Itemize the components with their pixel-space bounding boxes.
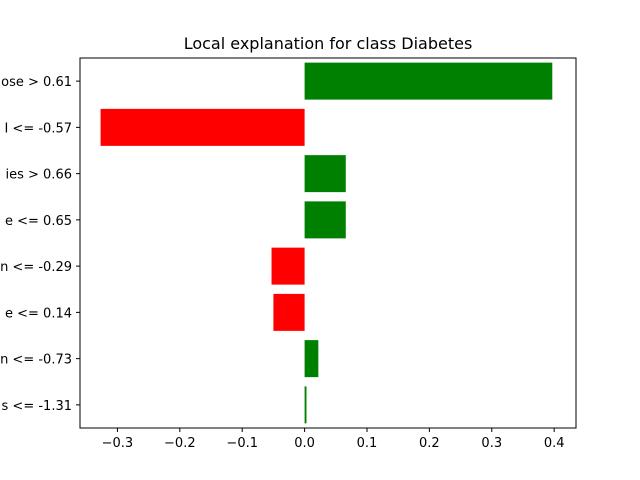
x-tick-label-3: 0.0	[294, 436, 315, 451]
y-tick-label-5: e <= 0.14	[5, 306, 72, 321]
x-tick-label-5: 0.2	[419, 436, 440, 451]
plot-frame	[79, 57, 577, 429]
bar-3	[304, 201, 346, 239]
bar-7	[304, 386, 307, 424]
y-tick-label-3: e <= 0.65	[5, 214, 72, 229]
x-tick-label-6: 0.3	[481, 436, 502, 451]
x-tick-label-4: 0.1	[357, 436, 378, 451]
bar-0	[304, 62, 553, 100]
x-tick-label-2: −0.1	[226, 436, 258, 451]
bar-4	[271, 247, 305, 285]
x-tick-label-7: 0.4	[544, 436, 565, 451]
y-tick-label-7: s <= -1.31	[2, 399, 72, 414]
bar-5	[273, 293, 305, 331]
x-tick-label-0: −0.3	[102, 436, 134, 451]
y-axis: ose > 0.61 I <= -0.57 ies > 0.66 e <= 0.65 n…	[0, 75, 80, 414]
bar-2	[304, 155, 346, 193]
bar-1	[100, 108, 305, 146]
y-tick-label-0: ose > 0.61	[1, 75, 72, 90]
x-tick-label-1: −0.2	[164, 436, 196, 451]
y-tick-label-2: ies > 0.66	[6, 168, 73, 183]
bar-6	[304, 340, 319, 378]
y-tick-label-1: I <= -0.57	[4, 121, 72, 136]
x-axis: −0.3 −0.2 −0.1 0.0 0.1 0.2 0.3 0.4	[102, 428, 565, 451]
chart-title: Local explanation for class Diabetes	[184, 34, 473, 53]
bars	[100, 62, 553, 424]
y-tick-label-4: n <= -0.29	[0, 260, 72, 275]
y-tick-label-6: n <= -0.73	[0, 353, 72, 368]
